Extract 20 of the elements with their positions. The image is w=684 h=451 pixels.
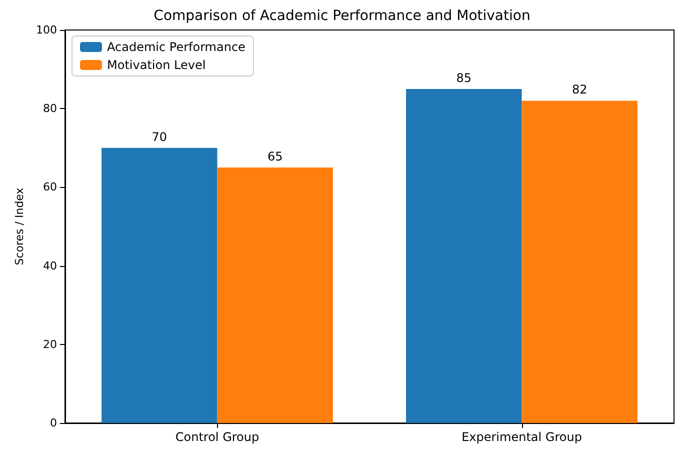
legend-label: Academic Performance [107, 40, 246, 54]
x-tick-label: Experimental Group [462, 430, 582, 444]
y-tick-label: 100 [36, 24, 57, 36]
data-label: 82 [572, 82, 588, 97]
legend-label: Motivation Level [107, 58, 206, 72]
data-label: 65 [267, 150, 283, 164]
bar [102, 148, 218, 423]
chart-title: Comparison of Academic Performance and Motivation [154, 8, 530, 24]
x-tick-label: Control Group [175, 430, 260, 444]
data-label: 85 [456, 70, 472, 85]
bar [522, 100, 638, 423]
y-axis-title: Scores / Index [13, 187, 26, 266]
bar [406, 88, 522, 423]
y-tick-label: 40 [43, 259, 57, 272]
data-label: 70 [152, 130, 168, 144]
bar [217, 168, 333, 423]
y-tick-label: 60 [43, 180, 57, 194]
y-tick-label: 80 [43, 102, 57, 116]
y-tick-label: 0 [50, 416, 57, 430]
y-tick-label: 20 [43, 338, 57, 351]
